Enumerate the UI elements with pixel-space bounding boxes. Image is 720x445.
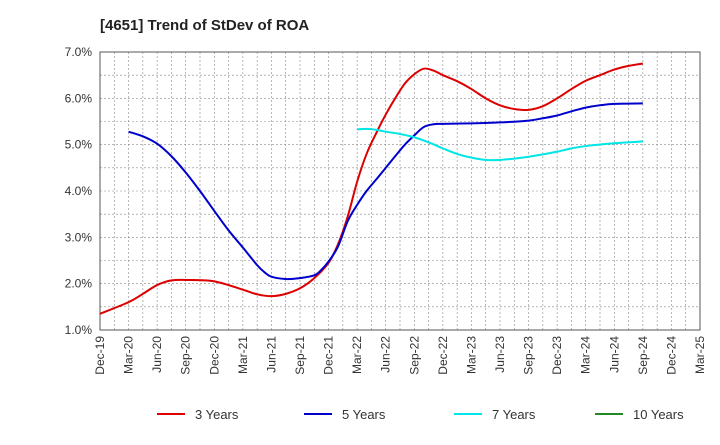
y-tick-label: 1.0%	[65, 323, 93, 337]
x-tick-label: Jun-24	[607, 336, 621, 373]
plot-area	[99, 51, 701, 331]
x-tick-label: Mar-21	[236, 336, 250, 374]
x-tick-label: Sep-21	[293, 336, 307, 375]
y-tick-label: 3.0%	[65, 230, 93, 244]
legend-label-3-years: 3 Years	[195, 407, 239, 422]
x-tick-label: Dec-19	[93, 336, 107, 375]
legend-label-10-years: 10 Years	[633, 407, 684, 422]
x-tick-label: Mar-25	[693, 336, 707, 374]
y-tick-label: 4.0%	[65, 184, 93, 198]
y-tick-label: 6.0%	[65, 91, 93, 105]
x-tick-label: Sep-24	[636, 336, 650, 375]
grid	[99, 51, 701, 331]
x-tick-label: Mar-20	[122, 336, 136, 374]
series-line-7-years	[357, 127, 643, 162]
chart-title: [4651] Trend of StDev of ROA	[100, 17, 309, 34]
x-tick-label: Dec-22	[436, 336, 450, 375]
series-line-5-years	[128, 102, 643, 281]
x-tick-label: Jun-22	[379, 336, 393, 373]
legend-label-5-years: 5 Years	[342, 407, 386, 422]
x-tick-label: Jun-23	[493, 336, 507, 373]
y-tick-label: 5.0%	[65, 138, 93, 152]
x-tick-label: Dec-23	[550, 336, 564, 375]
legend-label-7-years: 7 Years	[492, 407, 536, 422]
x-tick-label: Sep-22	[407, 336, 421, 375]
y-axis-ticks: 1.0% 2.0% 3.0% 4.0% 5.0% 6.0% 7.0%	[65, 45, 93, 337]
x-tick-label: Mar-22	[350, 336, 364, 374]
x-tick-label: Jun-20	[150, 336, 164, 373]
x-tick-label: Dec-21	[322, 336, 336, 375]
x-tick-label: Dec-20	[207, 336, 221, 375]
series-line-3-years	[99, 62, 644, 315]
series-lines	[99, 62, 644, 315]
legend: 3 Years 5 Years 7 Years 10 Years	[157, 407, 684, 422]
x-tick-label: Mar-24	[579, 336, 593, 374]
y-tick-label: 2.0%	[65, 277, 93, 291]
x-tick-label: Sep-23	[522, 336, 536, 375]
x-axis-ticks: Dec-19 Mar-20 Jun-20 Sep-20 Dec-20 Mar-21 Jun-…	[93, 336, 707, 375]
x-tick-label: Jun-21	[264, 336, 278, 373]
x-tick-label: Dec-24	[664, 336, 678, 375]
x-tick-label: Mar-23	[464, 336, 478, 374]
x-tick-label: Sep-20	[179, 336, 193, 375]
y-tick-label: 7.0%	[65, 45, 93, 59]
